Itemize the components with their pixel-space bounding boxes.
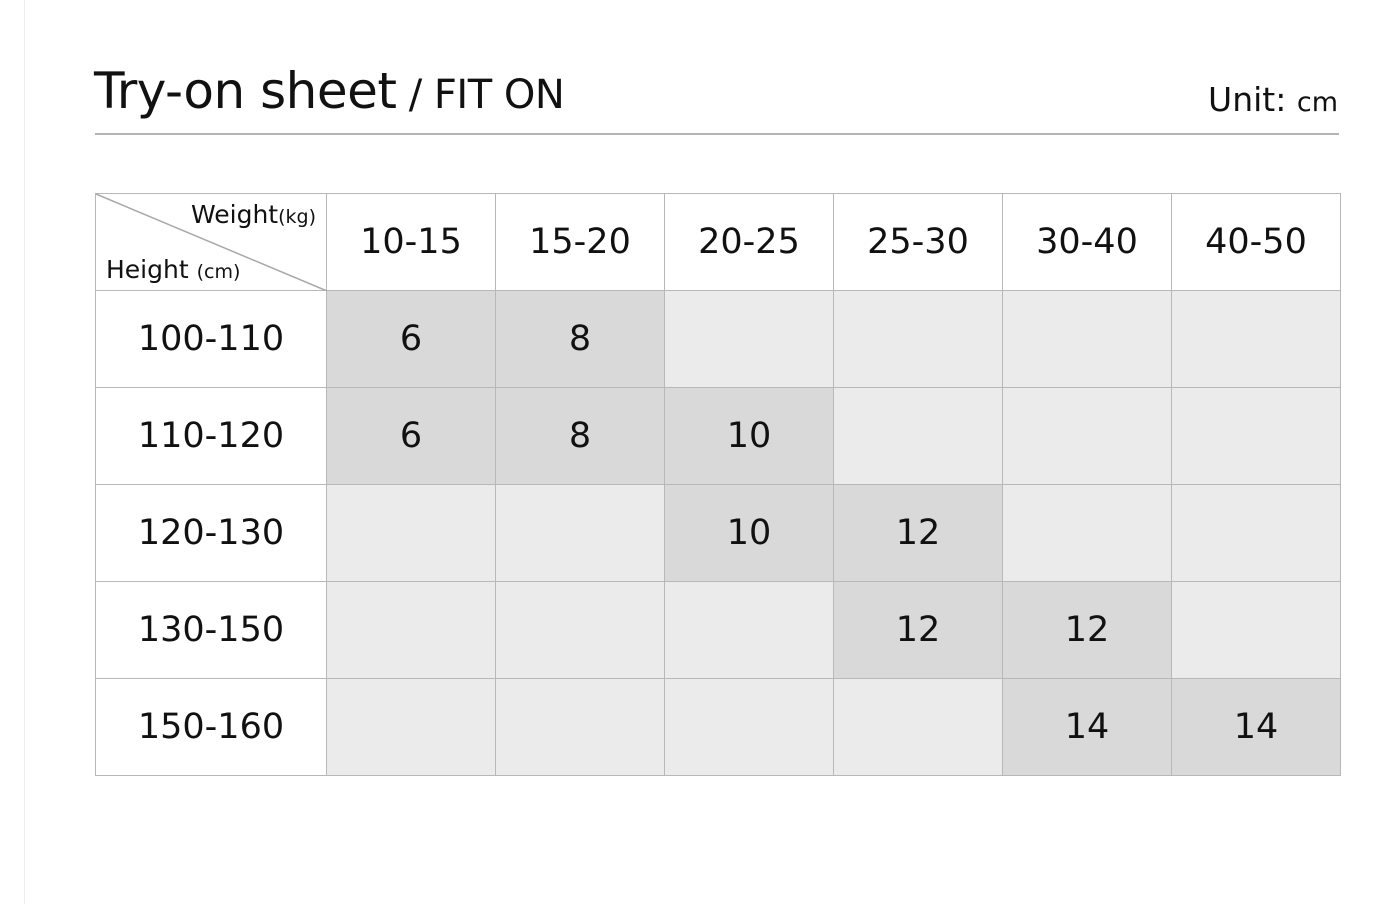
size-cell	[664, 581, 834, 679]
row-header: 120-130	[95, 484, 327, 582]
size-cell	[1002, 484, 1172, 582]
size-cell	[1171, 290, 1341, 388]
size-cell: 6	[326, 290, 496, 388]
row-header: 110-120	[95, 387, 327, 485]
size-cell: 8	[495, 387, 665, 485]
size-cell	[495, 581, 665, 679]
diagonal-line	[96, 194, 327, 291]
size-table: Weight(kg) Height (cm) 10-15 15-20 20-25 25…	[95, 193, 1341, 776]
size-cell	[1171, 387, 1341, 485]
table-row: 110-120 6 8 10	[95, 387, 1341, 485]
table-row: 150-160 14 14	[95, 678, 1341, 776]
size-cell: 14	[1171, 678, 1341, 776]
size-cell	[495, 484, 665, 582]
size-cell	[833, 678, 1003, 776]
size-cell	[1002, 290, 1172, 388]
size-cell	[1171, 484, 1341, 582]
size-cell: 10	[664, 484, 834, 582]
size-cell: 12	[833, 581, 1003, 679]
title-main: Try-on sheet	[94, 62, 397, 120]
header-row: Weight(kg) Height (cm) 10-15 15-20 20-25 25…	[95, 193, 1341, 291]
size-cell: 14	[1002, 678, 1172, 776]
size-cell: 12	[1002, 581, 1172, 679]
size-cell: 6	[326, 387, 496, 485]
table-row: 120-130 10 12	[95, 484, 1341, 582]
size-cell: 12	[833, 484, 1003, 582]
title-divider	[95, 133, 1339, 135]
size-cell	[1171, 581, 1341, 679]
corner-cell: Weight(kg) Height (cm)	[95, 193, 327, 291]
column-header: 25-30	[833, 193, 1003, 291]
height-label: Height (cm)	[106, 255, 241, 284]
table-row: 130-150 12 12	[95, 581, 1341, 679]
size-cell	[664, 290, 834, 388]
row-header: 100-110	[95, 290, 327, 388]
size-cell: 10	[664, 387, 834, 485]
column-header: 20-25	[664, 193, 834, 291]
size-cell	[326, 484, 496, 582]
size-cell	[833, 290, 1003, 388]
unit-value: cm	[1296, 87, 1338, 118]
size-cell	[495, 678, 665, 776]
row-header: 150-160	[95, 678, 327, 776]
size-cell	[326, 678, 496, 776]
weight-label: Weight(kg)	[191, 200, 316, 229]
page-edge	[24, 0, 25, 904]
size-cell	[833, 387, 1003, 485]
size-cell	[1002, 387, 1172, 485]
size-cell: 8	[495, 290, 665, 388]
title-separator: /	[396, 72, 434, 118]
column-header: 10-15	[326, 193, 496, 291]
size-cell	[664, 678, 834, 776]
page-title: Try-on sheet / FIT ON	[94, 62, 565, 120]
size-cell	[326, 581, 496, 679]
column-header: 40-50	[1171, 193, 1341, 291]
unit-label: Unit: cm	[1208, 80, 1338, 119]
table-row: 100-110 6 8	[95, 290, 1341, 388]
unit-text: Unit:	[1208, 80, 1297, 119]
column-header: 30-40	[1002, 193, 1172, 291]
row-header: 130-150	[95, 581, 327, 679]
title-sub: FIT ON	[433, 72, 565, 118]
column-header: 15-20	[495, 193, 665, 291]
